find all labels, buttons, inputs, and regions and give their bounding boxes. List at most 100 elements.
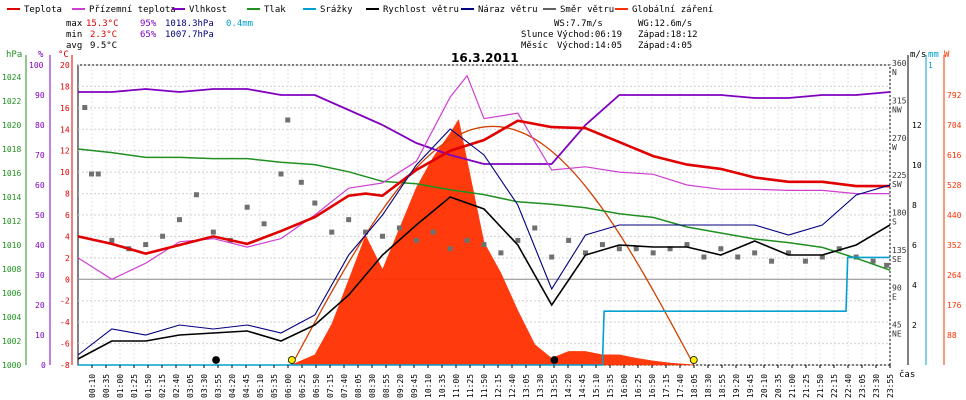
wind-direction-point xyxy=(298,179,304,185)
stats-block: max 15.3°C 95% 1018.3hPa 0.4mm min 2.3°C… xyxy=(66,19,253,51)
tick-pressure: 1000 xyxy=(2,361,21,370)
wind-direction-point xyxy=(532,225,538,231)
axes: 1000100210041006100810101012101410161018… xyxy=(2,55,962,370)
tick-wind-dir-label: NW xyxy=(892,105,902,114)
x-tick-label: 11:00 xyxy=(452,374,461,398)
wind-direction-point xyxy=(329,229,335,235)
x-tick-label: 16:25 xyxy=(634,374,643,398)
tick-pressure: 1006 xyxy=(2,289,21,298)
legend-label: Globální záření xyxy=(632,5,713,15)
x-tick-label: 01:25 xyxy=(130,374,139,398)
legend: Teplota Přízemní teplota Vlhkost Tlak Srážky… xyxy=(7,5,713,15)
tick-temperature: 14 xyxy=(60,125,70,134)
sun-moon-marker xyxy=(287,356,296,364)
tick-wind-dir-value: 315 xyxy=(892,96,907,105)
tick-wind-dir-label: NE xyxy=(892,330,902,339)
tick-temperature: -2 xyxy=(60,297,70,306)
tick-wind-speed: 2 xyxy=(912,321,917,330)
x-tick-label: 10:35 xyxy=(438,374,447,398)
x-tick-label: 00:10 xyxy=(88,374,97,398)
tick-temperature: -6 xyxy=(60,340,70,349)
info-ws: WS:7.7m/s xyxy=(554,19,603,29)
wind-direction-point xyxy=(380,233,385,239)
info-block: WS:7.7m/s WG:12.6m/s Slunce Východ:06:19… xyxy=(521,19,698,51)
tick-temperature: 0 xyxy=(65,275,70,284)
wind-direction-point xyxy=(549,254,555,260)
x-tick-labels: 00:10 00:35 01:00 01:25 01:50 02:15 02:40 03:05… xyxy=(88,365,895,398)
wind-direction-point xyxy=(633,246,639,252)
x-tick-label: 11:50 xyxy=(480,374,489,398)
wind-direction-point xyxy=(143,242,149,248)
x-tick-label: 20:10 xyxy=(760,374,769,398)
tick-temperature: 20 xyxy=(60,61,70,70)
tick-wind-speed: 6 xyxy=(912,241,917,250)
wind-direction-point xyxy=(836,246,842,252)
x-tick-label: 02:40 xyxy=(172,374,181,398)
info-sun-set: Západ:18:12 xyxy=(638,30,698,40)
unit-cas: čas xyxy=(899,369,915,380)
x-tick-label: 19:20 xyxy=(732,374,741,398)
x-tick-label: 13:55 xyxy=(550,374,559,398)
wind-direction-point xyxy=(447,246,453,252)
tick-wind-dir-label: N xyxy=(892,68,897,77)
x-tick-label: 15:10 xyxy=(592,374,601,398)
x-tick-label: 04:20 xyxy=(228,374,237,398)
wind-direction-point xyxy=(261,221,267,227)
unit-ms: m/s xyxy=(910,50,926,60)
x-tick-label: 06:00 xyxy=(284,374,293,398)
tick-wind-dir-label: E xyxy=(892,292,897,301)
x-tick-label: 13:30 xyxy=(536,374,545,398)
x-tick-label: 06:50 xyxy=(312,374,321,398)
x-tick-label: 13:05 xyxy=(522,374,531,398)
tick-humidity: 40 xyxy=(35,241,45,250)
tick-wind-dir-label: SE xyxy=(892,255,902,264)
x-tick-label: 02:15 xyxy=(158,374,167,398)
info-moon-set: Západ:4:05 xyxy=(638,41,692,51)
info-moon-rise: Východ:14:05 xyxy=(557,41,622,51)
tick-humidity: 0 xyxy=(41,361,46,370)
x-tick-label: 18:05 xyxy=(690,374,699,398)
tick-temperature: 2 xyxy=(65,254,70,263)
unit-w: W xyxy=(944,50,950,60)
x-tick-label: 19:45 xyxy=(746,374,755,398)
series-rain xyxy=(78,256,890,366)
tick-temperature: 8 xyxy=(65,190,70,199)
wind-direction-point xyxy=(701,254,707,260)
tick-wind-speed: 12 xyxy=(912,121,922,130)
legend-label: Srážky xyxy=(320,5,353,15)
wind-direction-point xyxy=(312,200,318,206)
unit-mm: mm xyxy=(928,50,939,60)
x-tick-label: 08:05 xyxy=(354,374,363,398)
legend-label: Vlhkost xyxy=(189,5,227,15)
wind-direction-point xyxy=(95,171,101,177)
x-tick-label: 00:35 xyxy=(102,374,111,398)
x-tick-label: 22:40 xyxy=(844,374,853,398)
tick-wind-dir-value: 270 xyxy=(892,134,907,143)
wind-direction-point xyxy=(786,250,791,256)
wind-direction-point xyxy=(481,242,487,248)
tick-wind-dir-value: 180 xyxy=(892,209,907,218)
x-tick-label: 23:05 xyxy=(858,374,867,398)
tick-temperature: 10 xyxy=(60,168,70,177)
x-tick-label: 09:45 xyxy=(410,374,419,398)
tick-temperature: -8 xyxy=(60,361,70,370)
series-humidity xyxy=(78,88,891,165)
x-tick-label: 22:15 xyxy=(830,374,839,398)
wind-direction-point xyxy=(210,229,216,235)
x-tick-label: 11:25 xyxy=(466,374,475,398)
wind-direction-point xyxy=(160,233,166,239)
x-tick-label: 18:30 xyxy=(704,374,713,398)
tick-temperature: 12 xyxy=(60,147,70,156)
tick-humidity: 50 xyxy=(35,211,45,220)
wind-direction-point xyxy=(193,192,199,198)
tick-humidity: 100 xyxy=(29,61,44,70)
wind-direction-point xyxy=(819,254,825,260)
tick-pressure: 1010 xyxy=(2,241,21,250)
legend-label: Přízemní teplota xyxy=(89,5,176,15)
legend-label: Tlak xyxy=(264,5,286,15)
tick-temperature: 16 xyxy=(60,104,70,113)
x-tick-label: 01:50 xyxy=(144,374,153,398)
tick-wind-speed: 10 xyxy=(912,161,922,170)
tick-radiation: 440 xyxy=(947,211,962,220)
